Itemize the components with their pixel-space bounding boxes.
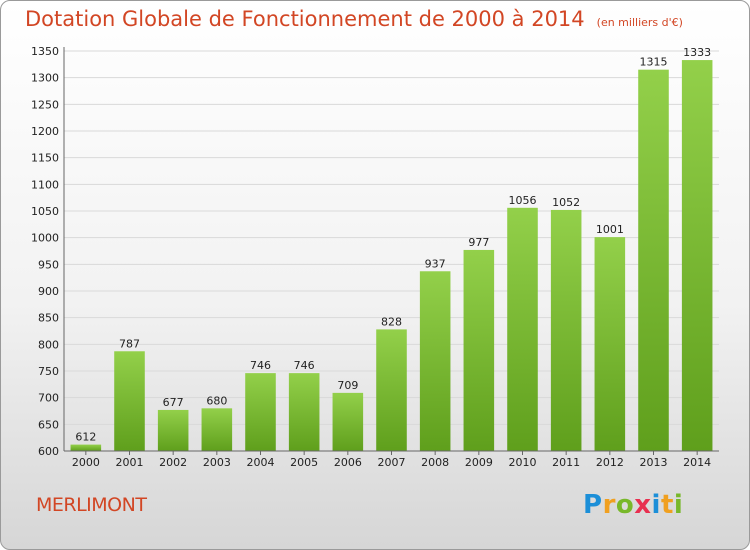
y-tick-label: 1150 [31, 152, 59, 165]
data-label: 1052 [552, 196, 580, 209]
data-label: 677 [163, 396, 184, 409]
data-label: 937 [425, 257, 446, 270]
y-tick-label: 700 [38, 392, 59, 405]
data-label: 1315 [640, 56, 668, 69]
data-label: 1333 [683, 46, 711, 59]
logo-letter: t [660, 490, 674, 520]
logo-letter: r [602, 490, 616, 520]
bars: 612 787 677 680 746 746 709 828 937 977 1056 1052 10… [70, 46, 713, 452]
bar [681, 60, 713, 452]
proxiti-logo: Proxiti [583, 490, 683, 520]
y-tick-label: 1200 [31, 125, 59, 138]
bar [70, 444, 102, 451]
y-tick-label: 600 [38, 445, 59, 458]
y-tick-label: 750 [38, 365, 59, 378]
bar [638, 69, 669, 452]
data-label: 746 [294, 359, 315, 372]
bar [463, 249, 495, 451]
data-label: 977 [468, 236, 489, 249]
logo-letter: x [634, 490, 652, 520]
data-label: 1001 [596, 223, 624, 236]
chart-title: Dotation Globale de Fonctionnement de 20… [25, 7, 585, 31]
y-tick-label: 1350 [31, 45, 59, 58]
data-label: 746 [250, 359, 271, 372]
commune-name: MERLIMONT [36, 494, 147, 516]
x-tick-label: 2007 [378, 456, 406, 469]
x-tick-label: 2001 [116, 456, 144, 469]
bar [114, 351, 145, 451]
x-tick-label: 2011 [552, 456, 580, 469]
y-tick-label: 1000 [31, 232, 59, 245]
data-label: 787 [119, 337, 140, 350]
chart-subtitle: (en milliers d'€) [596, 16, 683, 29]
x-tick-label: 2003 [203, 456, 231, 469]
logo-letter: i [651, 490, 661, 520]
y-tick-label: 1300 [31, 72, 59, 85]
x-tick-label: 2014 [683, 456, 711, 469]
x-tick-label: 2009 [465, 456, 493, 469]
data-label: 1056 [509, 194, 537, 207]
x-tick-label: 2006 [334, 456, 362, 469]
data-label: 612 [75, 431, 96, 444]
x-tick-label: 2004 [247, 456, 275, 469]
x-tick-label: 2002 [159, 456, 187, 469]
bar [550, 209, 582, 451]
bar [376, 329, 407, 451]
y-tick-label: 650 [38, 418, 59, 431]
x-tick-label: 2010 [509, 456, 537, 469]
bar [245, 373, 276, 451]
x-tick-label: 2012 [596, 456, 624, 469]
y-tick-label: 850 [38, 312, 59, 325]
y-tick-label: 800 [38, 338, 59, 351]
title-row: Dotation Globale de Fonctionnement de 20… [25, 7, 683, 31]
bar [594, 237, 626, 451]
y-tick-label: 1050 [31, 205, 59, 218]
x-tick-label: 2005 [290, 456, 318, 469]
y-tick-label: 1250 [31, 98, 59, 111]
y-tick-label: 1100 [31, 178, 59, 191]
data-label: 828 [381, 315, 402, 328]
bar [507, 207, 538, 451]
bar [332, 392, 364, 451]
data-label: 680 [206, 394, 227, 407]
data-label: 709 [337, 379, 358, 392]
x-tick-label: 2013 [640, 456, 668, 469]
y-tick-label: 900 [38, 285, 59, 298]
x-tick-label: 2008 [421, 456, 449, 469]
logo-letter: o [615, 490, 635, 520]
axes: 600 650 700 750 800 850 900 950 1000 1050 1100 1150… [31, 45, 719, 469]
x-tick-label: 2000 [72, 456, 100, 469]
bar [157, 409, 189, 451]
logo-letter: P [583, 490, 603, 520]
bar [201, 408, 233, 451]
logo-letter: i [673, 490, 684, 520]
bar [288, 373, 320, 451]
bar [419, 271, 451, 451]
y-tick-label: 950 [38, 258, 59, 271]
